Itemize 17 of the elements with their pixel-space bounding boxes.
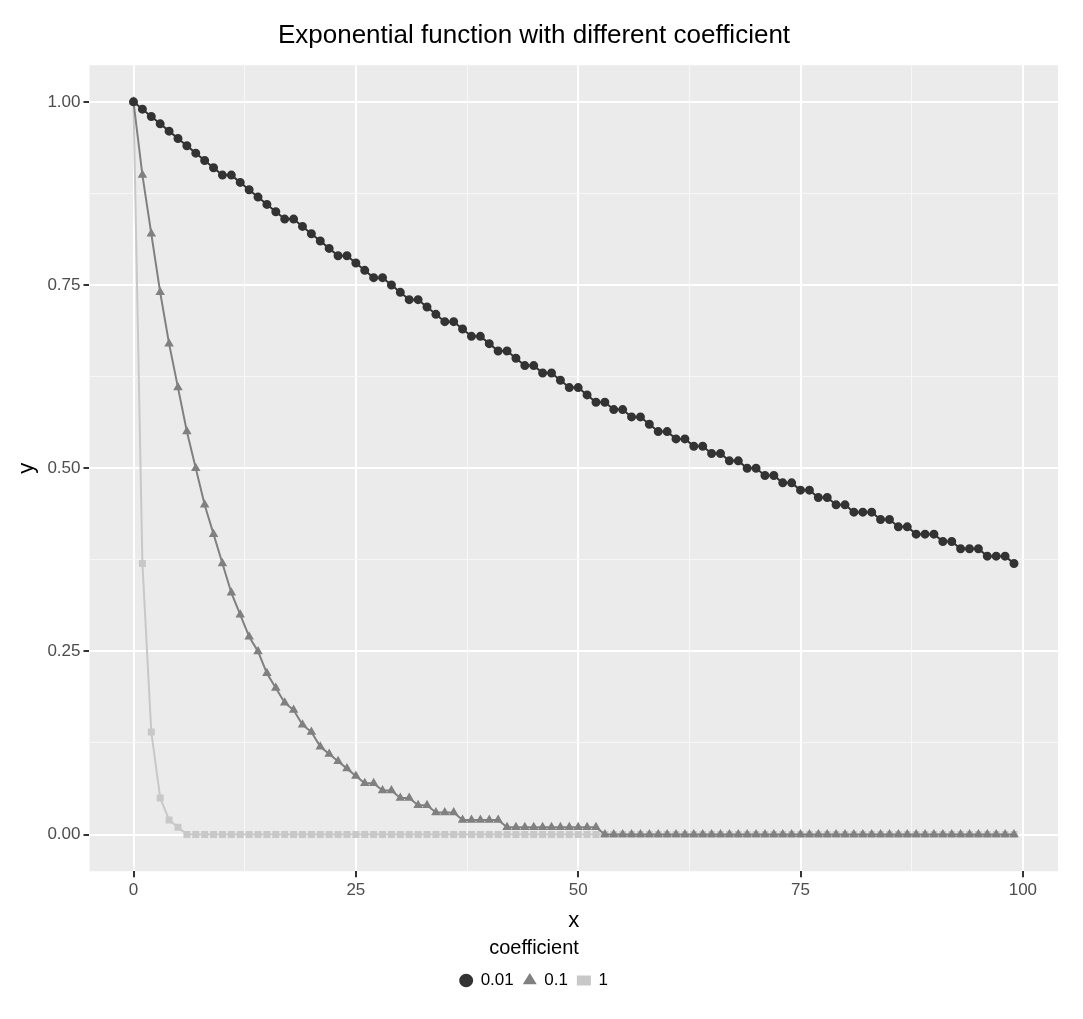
legend-label: 1 [598,970,608,990]
y-tick-label: 1.00 [47,91,81,111]
x-tick-label: 0 [128,880,139,900]
y-tick-label: 0.50 [47,457,81,477]
x-axis-title: x [568,906,580,932]
chart-title: Exponential function with different coefficient [277,18,791,49]
x-tick-label: 100 [1008,880,1038,900]
x-tick-label: 50 [568,880,588,900]
y-tick-label: 0.25 [47,641,81,661]
x-tick-label: 75 [791,880,810,900]
legend-label: 0.1 [544,970,568,990]
y-axis-title: y [13,462,39,474]
y-tick-label: 0.75 [47,274,81,294]
legend-label: 0.01 [480,970,514,990]
legend-title: coefficient [489,935,580,958]
x-tick-label: 25 [346,880,366,900]
text: 0.00 [47,824,81,844]
